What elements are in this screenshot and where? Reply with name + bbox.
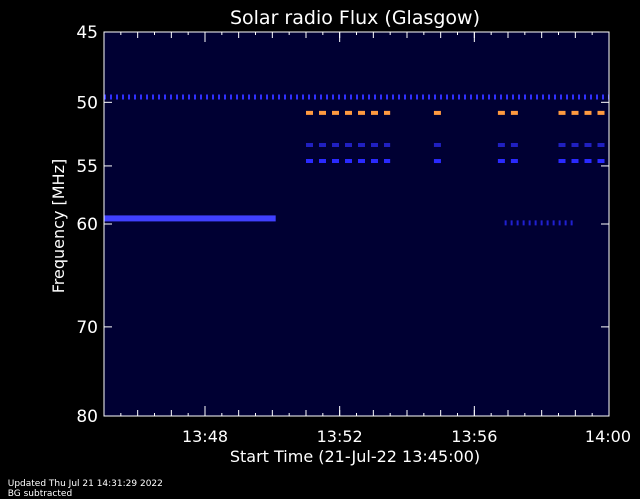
plot-area bbox=[104, 32, 609, 416]
chart-title: Solar radio Flux (Glasgow) bbox=[230, 7, 480, 29]
y-tick-label: 45 bbox=[76, 23, 98, 43]
x-tick-label: 14:00 bbox=[585, 427, 631, 446]
frequency-bands bbox=[104, 94, 609, 226]
spectrogram-chart: Solar radio Flux (Glasgow) 455055607080 … bbox=[49, 7, 631, 466]
y-tick-label: 55 bbox=[76, 157, 98, 177]
x-axis-label: Start Time (21-Jul-22 13:45:00) bbox=[230, 447, 480, 466]
footer: Updated Thu Jul 21 14:31:29 2022 BG subt… bbox=[2, 469, 177, 499]
y-tick-label: 80 bbox=[76, 407, 98, 427]
y-tick-label: 50 bbox=[76, 93, 98, 113]
band-4 bbox=[104, 215, 276, 222]
x-axis-ticks: 13:48 13:52 13:56 14:00 bbox=[120, 32, 631, 446]
background-note: BG subtracted bbox=[7, 489, 73, 499]
x-tick-label: 13:52 bbox=[317, 427, 363, 446]
x-tick-label: 13:56 bbox=[451, 427, 497, 446]
x-tick-label: 13:48 bbox=[182, 427, 228, 446]
updated-timestamp: Updated Thu Jul 21 14:31:29 2022 bbox=[7, 479, 163, 489]
plot-background bbox=[104, 32, 609, 416]
y-tick-label: 70 bbox=[76, 318, 98, 338]
y-axis-label: Frequency [MHz] bbox=[49, 159, 68, 293]
y-axis-ticks: 45 50 55 60 70 80 bbox=[76, 23, 609, 427]
y-tick-label: 60 bbox=[76, 215, 98, 235]
